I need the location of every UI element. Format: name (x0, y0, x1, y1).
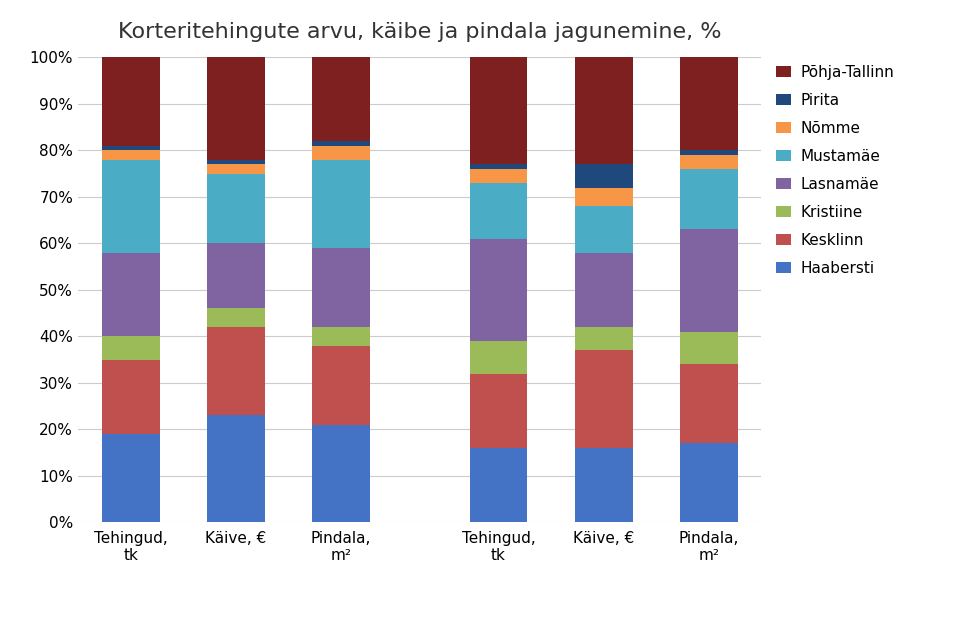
Bar (575, 350, 632, 448)
Bar (312, 57, 370, 141)
Bar (102, 146, 159, 150)
Bar (680, 443, 738, 522)
Bar (575, 187, 632, 206)
Bar (575, 448, 632, 522)
Bar (680, 169, 738, 229)
Bar (680, 57, 738, 150)
Bar (469, 448, 527, 522)
Bar (207, 308, 264, 327)
Bar (207, 164, 264, 173)
Bar (207, 327, 264, 415)
Bar (207, 415, 264, 522)
Bar (102, 253, 159, 336)
Bar (207, 243, 264, 308)
Bar (312, 160, 370, 248)
Bar (207, 173, 264, 243)
Bar (575, 57, 632, 164)
Legend: Põhja-Tallinn, Pirita, Nõmme, Mustamäe, Lasnamäe, Kristiine, Kesklinn, Haabersti: Põhja-Tallinn, Pirita, Nõmme, Mustamäe, … (776, 65, 894, 276)
Bar (102, 57, 159, 146)
Bar (575, 327, 632, 350)
Bar (312, 425, 370, 522)
Bar (102, 336, 159, 359)
Bar (102, 150, 159, 160)
Bar (680, 364, 738, 443)
Bar (575, 253, 632, 327)
Title: Korteritehingute arvu, käibe ja pindala jagunemine, %: Korteritehingute arvu, käibe ja pindala … (118, 22, 721, 42)
Bar (469, 239, 527, 341)
Bar (102, 434, 159, 522)
Bar (469, 183, 527, 239)
Bar (469, 57, 527, 164)
Bar (680, 150, 738, 155)
Bar (312, 146, 370, 160)
Bar (102, 160, 159, 253)
Bar (575, 206, 632, 253)
Bar (469, 341, 527, 373)
Bar (469, 164, 527, 169)
Bar (207, 160, 264, 164)
Bar (312, 327, 370, 346)
Bar (469, 169, 527, 183)
Bar (207, 57, 264, 160)
Bar (575, 164, 632, 187)
Bar (312, 141, 370, 146)
Bar (469, 373, 527, 448)
Bar (102, 359, 159, 434)
Bar (680, 229, 738, 332)
Bar (312, 248, 370, 327)
Bar (312, 346, 370, 425)
Bar (680, 155, 738, 169)
Bar (680, 332, 738, 364)
